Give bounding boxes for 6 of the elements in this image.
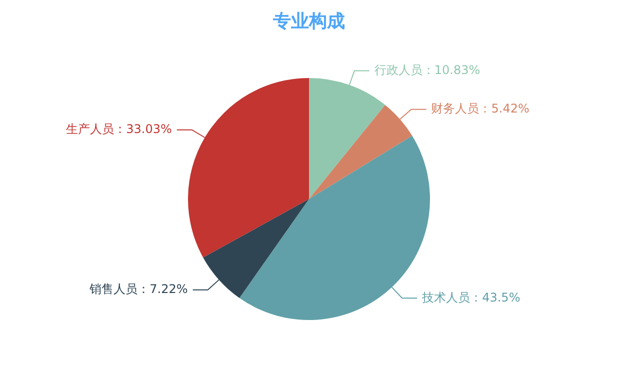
slice-label: 财务人员：5.42%: [431, 101, 530, 116]
slice-label: 生产人员：33.03%: [66, 122, 172, 136]
slice-label: 行政人员：10.83%: [374, 62, 480, 77]
chart-title: 专业构成: [272, 10, 346, 33]
slice-label: 销售人员：7.22%: [88, 282, 188, 296]
slice-label: 技术人员：43.5%: [421, 290, 520, 304]
